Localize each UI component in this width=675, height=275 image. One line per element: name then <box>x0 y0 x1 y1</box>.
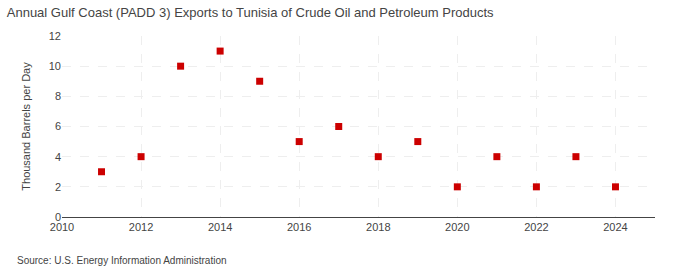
svg-text:2016: 2016 <box>287 221 311 233</box>
svg-text:2: 2 <box>55 181 61 193</box>
svg-text:10: 10 <box>49 60 61 72</box>
svg-text:6: 6 <box>55 120 61 132</box>
svg-text:2020: 2020 <box>445 221 469 233</box>
svg-text:2010: 2010 <box>50 221 74 233</box>
svg-text:0: 0 <box>55 211 61 223</box>
svg-text:2018: 2018 <box>366 221 390 233</box>
svg-text:Annual Gulf Coast (PADD 3) Exp: Annual Gulf Coast (PADD 3) Exports to Tu… <box>7 5 494 20</box>
svg-text:12: 12 <box>49 30 61 42</box>
svg-text:2022: 2022 <box>524 221 548 233</box>
svg-text:2012: 2012 <box>129 221 153 233</box>
svg-text:8: 8 <box>55 90 61 102</box>
svg-text:2014: 2014 <box>208 221 232 233</box>
svg-text:2024: 2024 <box>603 221 627 233</box>
svg-text:Source: U.S. Energy Informatio: Source: U.S. Energy Information Administ… <box>17 255 227 266</box>
svg-text:4: 4 <box>55 151 61 163</box>
svg-text:Thousand Barrels per Day: Thousand Barrels per Day <box>20 62 32 191</box>
